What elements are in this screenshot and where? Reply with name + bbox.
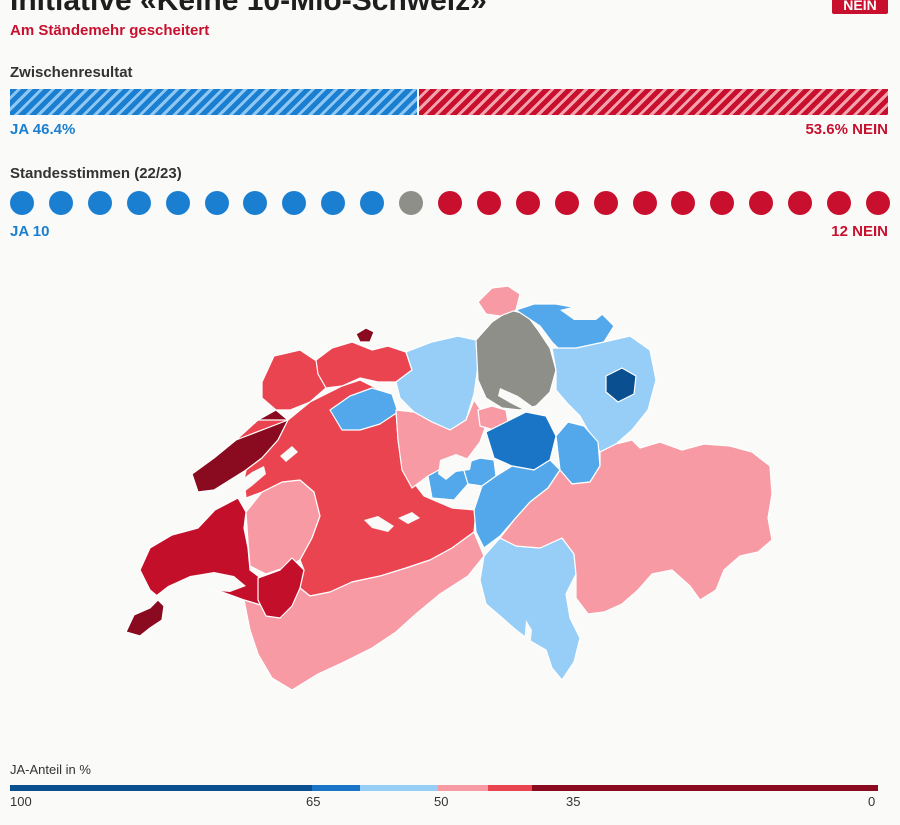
nein-canton-dot [710,191,735,215]
canton-graubuenden[interactable] [499,439,773,615]
legend-tick-50: 50 [434,794,449,809]
legend-tick-65: 65 [306,794,321,809]
result-badge: NEIN [832,0,888,14]
canton-schwyz[interactable] [485,411,557,471]
legend-color-scale [10,785,878,791]
ja-canton-dot [360,191,385,215]
ja-canton-dot [87,191,112,215]
nein-canton-dot [515,191,540,215]
lake-thun [364,516,394,532]
nein-canton-dot [865,191,890,215]
interim-result-bar [10,89,888,115]
nein-canton-dot [632,191,657,215]
interim-result-label: Zwischenresultat [10,64,133,81]
ja-canton-dot [282,191,307,215]
ja-canton-dot [48,191,73,215]
nein-canton-dot [554,191,579,215]
cantonal-votes-label: Standesstimmen (22/23) [10,165,182,182]
canton-ticino[interactable] [479,537,581,681]
canton-schaffhausen[interactable] [477,285,521,317]
lake-biel [280,446,298,462]
canton-st-gallen[interactable] [551,335,657,453]
nein-percent-label: 53.6% NEIN [805,121,888,138]
ja-share-fill [10,89,418,115]
lake-constance [560,304,606,320]
pending-canton-dot [399,191,424,215]
nein-canton-dot [671,191,696,215]
nein-canton-dot [476,191,501,215]
lake-neuchatel [220,466,266,498]
nein-canton-dot [827,191,852,215]
result-subtitle: Am Ständemehr gescheitert [10,22,210,39]
lake-geneva [150,572,246,600]
canton-appenzell[interactable] [605,367,637,403]
ja-canton-dot [321,191,346,215]
lake-zurich [498,388,532,412]
canton-lucerne[interactable] [395,399,489,489]
nein-canton-dot [788,191,813,215]
lake-maggiore [524,620,532,648]
lake-brienz [398,512,420,524]
canton-jura[interactable] [261,349,327,411]
ja-canton-dot [126,191,151,215]
nein-canton-dot [749,191,774,215]
ja-canton-dot [165,191,190,215]
lake-lucerne [438,454,472,480]
legend-title: JA-Anteil in % [10,762,91,777]
ja-canton-dot [204,191,229,215]
ja-percent-label: JA 46.4% [10,121,76,138]
legend-tick-100: 100 [10,794,32,809]
cantonal-vote-dots [10,191,890,215]
legend-tick-0: 0 [868,794,876,809]
nein-share-fill [417,89,888,115]
nein-cantons-label: 12 NEIN [831,223,888,240]
legend-tick-35: 35 [566,794,581,809]
canton-basel-stadt[interactable] [355,327,375,343]
nein-canton-dot [437,191,462,215]
nein-canton-dot [593,191,618,215]
canton-valais-lower[interactable] [257,557,305,619]
ja-canton-dot [10,191,34,215]
ja-canton-dot [243,191,268,215]
page-title: Initiative «Keine 10-Mio-Schweiz» [10,0,487,17]
switzerland-canton-map [125,285,773,691]
canton-geneva[interactable] [125,599,165,637]
ja-cantons-label: JA 10 [10,223,50,240]
